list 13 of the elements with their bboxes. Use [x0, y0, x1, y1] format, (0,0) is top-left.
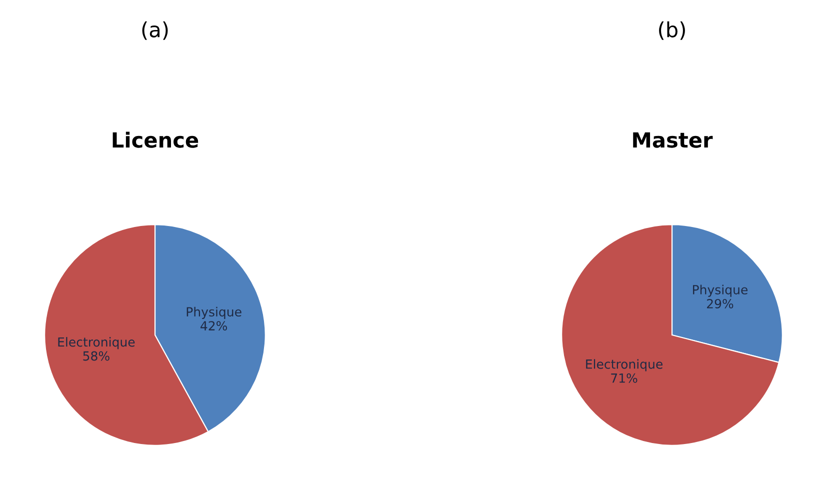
chart-title: Master — [633, 132, 713, 148]
data-label: 42% — [200, 321, 228, 331]
data-label: 58% — [83, 351, 110, 361]
data-label: 29% — [707, 298, 734, 308]
slice-label: Physique — [186, 306, 242, 319]
slice-label: Electronique — [586, 359, 662, 372]
pie-slice — [561, 224, 780, 446]
text: (b) — [659, 21, 685, 40]
chart-title: Licence — [112, 132, 198, 148]
slice-label: Physique — [693, 284, 748, 297]
text: (a) — [142, 21, 168, 40]
slice-label: Electronique — [58, 337, 135, 350]
data-label: 71% — [611, 373, 638, 383]
